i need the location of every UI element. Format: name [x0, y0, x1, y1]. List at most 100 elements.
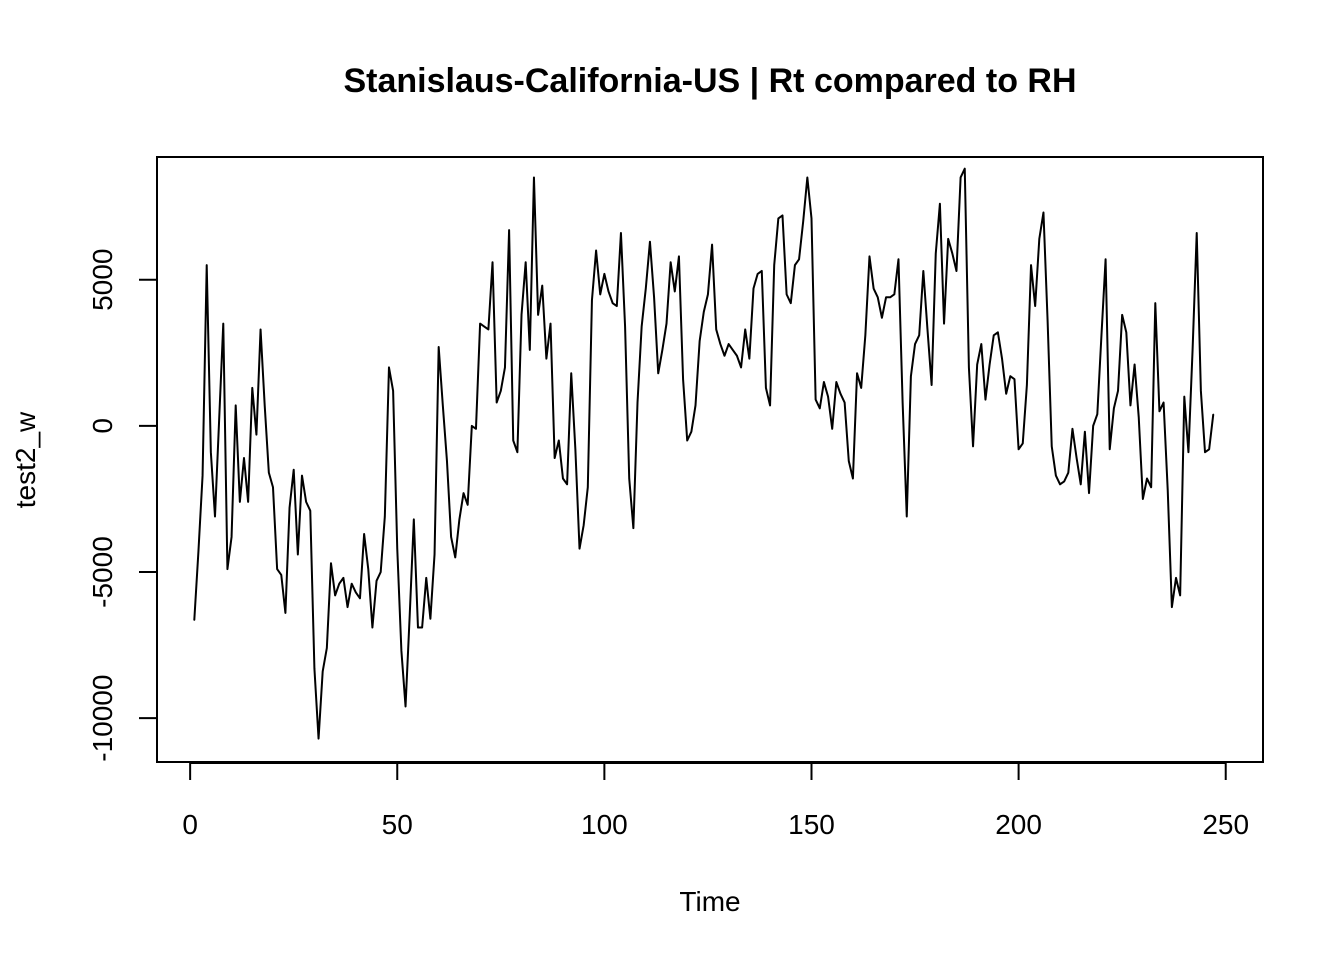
data-point [935, 252, 937, 255]
data-point [1175, 577, 1177, 579]
data-point [1080, 483, 1082, 485]
data-point [893, 293, 895, 295]
data-point [848, 460, 850, 462]
data-point [471, 425, 473, 427]
data-point [1026, 384, 1028, 386]
data-point [1088, 492, 1090, 494]
data-point [583, 524, 585, 526]
data-point [371, 626, 373, 629]
data-point [732, 349, 734, 351]
data-point [1042, 211, 1045, 214]
data-point [1200, 390, 1202, 392]
data-point [1013, 378, 1016, 380]
data-point [206, 264, 208, 266]
data-point [616, 305, 618, 307]
x-tick-label: 150 [788, 809, 835, 840]
data-point [1121, 314, 1123, 316]
data-point [1005, 393, 1007, 395]
data-point [317, 738, 320, 740]
data-point [823, 381, 825, 383]
data-point [201, 474, 204, 477]
data-point [214, 515, 216, 518]
data-point [1191, 349, 1194, 351]
data-point [1038, 238, 1040, 240]
x-axis-label: Time [679, 886, 740, 917]
data-point [1051, 445, 1053, 447]
data-point [910, 375, 912, 377]
data-point [409, 615, 411, 617]
data-point [487, 328, 489, 331]
data-point [442, 404, 444, 407]
data-point [897, 258, 900, 260]
data-point [1183, 396, 1185, 398]
data-point [1208, 448, 1210, 450]
x-tick-label: 250 [1202, 809, 1249, 840]
data-point [889, 296, 891, 298]
data-point [1171, 606, 1173, 608]
data-point [537, 314, 539, 316]
data-point [989, 363, 991, 366]
data-point [222, 322, 224, 325]
data-point [462, 492, 465, 494]
data-point [769, 404, 771, 407]
y-axis-label: test2_w [10, 411, 41, 508]
data-point [1125, 331, 1127, 333]
data-point [367, 568, 369, 570]
data-point [429, 618, 431, 620]
data-point [313, 667, 316, 670]
data-point [288, 507, 291, 509]
data-point [235, 404, 237, 407]
data-point [297, 553, 299, 556]
data-point [512, 439, 514, 442]
data-point [649, 241, 651, 243]
data-point [1113, 407, 1115, 409]
data-point [417, 626, 419, 629]
data-point [533, 176, 535, 179]
data-point [396, 548, 398, 550]
data-point [1047, 320, 1049, 322]
data-point [786, 293, 788, 295]
data-point [541, 285, 543, 287]
data-point [355, 591, 357, 594]
data-point [595, 249, 597, 252]
series-layer [193, 167, 1215, 740]
data-point [806, 176, 808, 179]
data-point [218, 419, 220, 421]
data-point [686, 439, 688, 442]
data-point [852, 477, 854, 480]
data-point [773, 264, 775, 266]
data-point [230, 536, 233, 538]
data-point [740, 366, 742, 369]
data-point [591, 299, 593, 301]
data-point [1167, 489, 1169, 491]
y-tick-label: -10000 [87, 675, 118, 762]
data-point [1059, 483, 1061, 485]
data-point [1055, 474, 1057, 477]
data-point [1129, 404, 1132, 407]
data-point [247, 501, 249, 503]
data-point [839, 393, 842, 395]
data-point [558, 439, 560, 442]
data-point [1146, 477, 1148, 480]
data-point [1034, 305, 1036, 307]
data-point [404, 705, 407, 708]
data-point [243, 457, 245, 459]
data-point [860, 387, 862, 389]
data-point [351, 583, 353, 585]
data-point [964, 168, 966, 170]
x-axis: 0 50 100 150 200 250 [182, 762, 1249, 840]
data-point [326, 647, 328, 649]
x-tick-label: 100 [581, 809, 628, 840]
data-point [699, 340, 701, 342]
data-point [690, 431, 692, 433]
data-point [446, 460, 448, 462]
data-point [251, 387, 253, 389]
data-point [508, 229, 510, 231]
data-point [955, 270, 958, 272]
data-point [719, 343, 721, 345]
data-point [1100, 334, 1103, 336]
data-point [1150, 486, 1152, 488]
data-point [1067, 472, 1069, 474]
data-point [293, 469, 295, 471]
data-point [479, 322, 481, 325]
